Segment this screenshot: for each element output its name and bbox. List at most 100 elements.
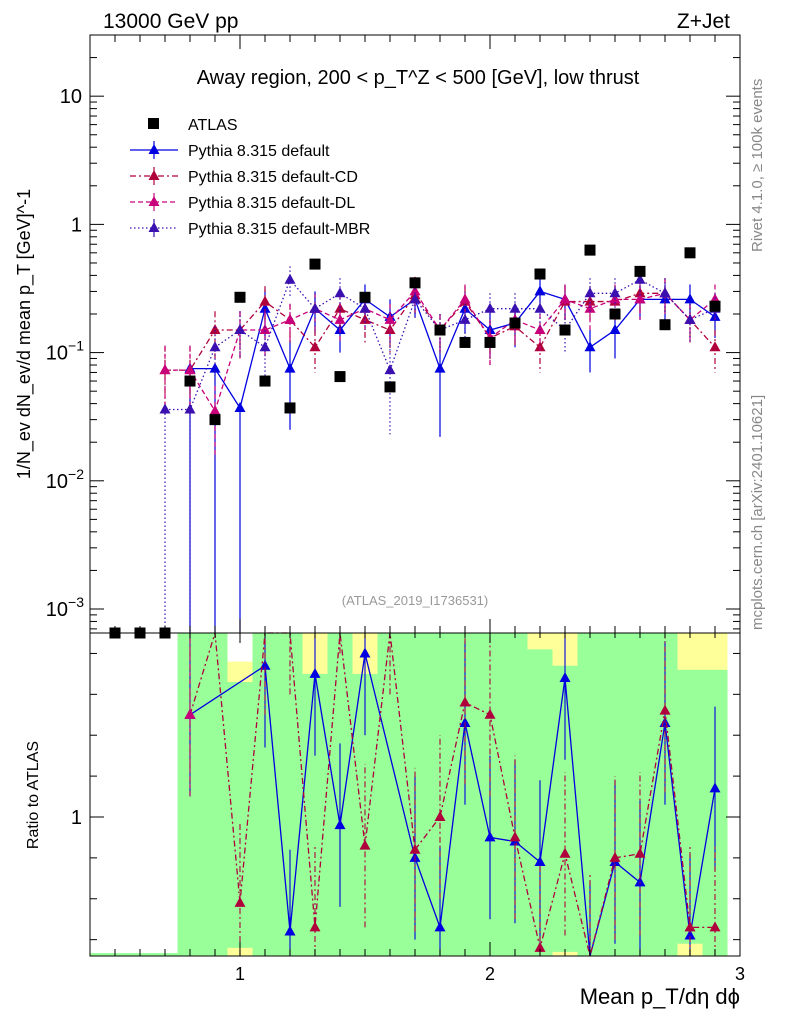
atlas-marker [534,268,546,280]
atlas-marker [359,291,371,303]
triangle-marker [409,293,421,304]
ratio-marker [434,810,446,821]
triangle-marker [509,302,521,313]
ratio-marker [709,782,721,793]
ratio-marker [634,847,646,858]
ratio-band-green [90,953,178,956]
header-left: 13000 GeV pp [103,10,238,33]
triangle-marker [709,341,721,352]
y-tick-label: 10 [60,86,82,108]
x-tick-label: 1 [235,964,245,984]
main-panel: Away region, 200 < p_T^Z < 500 [GeV], lo… [46,34,741,639]
ratio-marker [484,708,496,719]
triangle-marker [259,324,271,335]
legend-atlas-marker [148,118,159,129]
triangle-marker [184,364,196,375]
ratio-band-green [377,633,403,956]
atlas-marker [209,414,221,426]
ratio-marker [709,921,721,932]
legend-triangle [148,170,160,180]
triangle-marker [359,302,371,313]
triangle-marker [209,324,221,335]
triangle-marker [609,287,621,298]
triangle-marker [284,313,296,324]
triangle-marker [634,293,646,304]
triangle-marker [184,403,196,414]
triangle-marker [384,313,396,324]
x-axis-label: Mean p_T/dη dϕ [580,984,740,1009]
legend-triangle [148,222,160,232]
triangle-marker [259,295,271,306]
ratio-tick-label: 1 [71,807,82,829]
legend: ATLAS Pythia 8.315 default Pythia 8.315 de… [130,117,370,238]
plot-title: Away region, 200 < p_T^Z < 500 [GeV], lo… [197,67,640,89]
header-right: Z+Jet [677,10,730,33]
triangle-marker [284,273,296,284]
y-axis-label: 1/N_ev dN_ev/d mean p_T [GeV]^-1 [14,189,35,479]
atlas-marker [709,300,721,312]
mcplots-note: mcplots.cern.ch [arXiv:2401.10621] [749,395,766,630]
atlas-marker [634,265,646,277]
atlas-marker [609,308,621,320]
triangle-marker [309,302,321,313]
atlas-marker [334,371,346,383]
legend-label: Pythia 8.315 default-MBR [188,221,370,238]
analysis-tag: (ATLAS_2019_I1736531) [342,593,488,608]
atlas-marker [184,375,196,387]
triangle-marker [159,364,171,375]
atlas-marker [384,381,396,393]
triangle-marker [584,287,596,298]
atlas-marker [509,317,521,329]
atlas-marker [309,258,321,270]
ratio-marker [559,671,571,682]
legend-label: Pythia 8.315 default [188,143,330,160]
ratio-marker [609,851,621,862]
legend-label: ATLAS [188,117,238,134]
atlas-marker [284,402,296,414]
legend-triangle [148,196,160,206]
triangle-marker [159,403,171,414]
ratio-marker [459,716,471,727]
triangle-marker [259,341,271,352]
triangle-marker [234,324,246,335]
triangle-marker [684,313,696,324]
y-tick-label: 1 [71,214,82,236]
triangle-marker [559,293,571,304]
x-tick-label: 3 [735,964,745,984]
ratio-marker [459,696,471,707]
triangle-marker [309,341,321,352]
legend-triangle [148,144,160,154]
triangle-marker [534,302,546,313]
rivet-note: Rivet 4.1.0, ≥ 100k events [749,79,766,252]
atlas-marker [234,291,246,303]
triangle-marker [659,287,671,298]
legend-label: Pythia 8.315 default-DL [188,195,355,212]
atlas-marker [684,247,696,259]
triangle-marker [584,295,596,306]
atlas-marker [584,244,596,256]
ratio-line [189,653,716,957]
triangle-marker [709,310,721,321]
ratio-marker [309,667,321,678]
y-tick-label: 10−1 [46,338,84,365]
atlas-marker [409,277,421,289]
y-tick-label: 10−3 [46,594,84,621]
ratio-panel: 1 2 3 1 [71,632,745,984]
series-line [165,292,716,371]
legend-label: Pythia 8.315 default-CD [188,169,358,186]
triangle-marker [459,313,471,324]
ratio-marker [559,847,571,858]
y-tick-label: 10−2 [46,466,84,493]
ratio-marker [359,647,371,658]
atlas-marker [434,324,446,336]
triangle-marker [334,313,346,324]
series-line [190,290,716,410]
atlas-marker [459,336,471,348]
atlas-marker [259,375,271,387]
triangle-marker [409,285,421,296]
ratio-band-green [202,633,228,956]
ratio-y-axis-label: Ratio to ATLAS [25,741,42,849]
triangle-marker [209,341,221,352]
x-tick-label: 2 [485,964,495,984]
